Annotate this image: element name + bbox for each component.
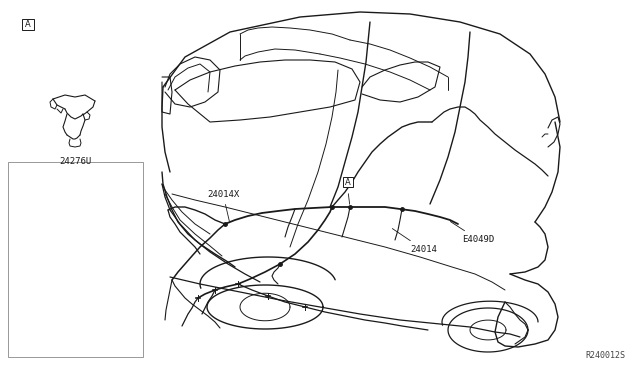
Text: E4049D: E4049D <box>451 221 494 244</box>
Text: A: A <box>345 177 351 186</box>
Text: R240012S: R240012S <box>585 351 625 360</box>
Text: 24014X: 24014X <box>207 190 239 221</box>
Text: 24014: 24014 <box>392 228 437 254</box>
Text: A: A <box>25 19 31 29</box>
Bar <box>22 19 34 29</box>
Bar <box>342 177 353 187</box>
Bar <box>8 162 143 357</box>
Text: 24276U: 24276U <box>59 157 91 166</box>
